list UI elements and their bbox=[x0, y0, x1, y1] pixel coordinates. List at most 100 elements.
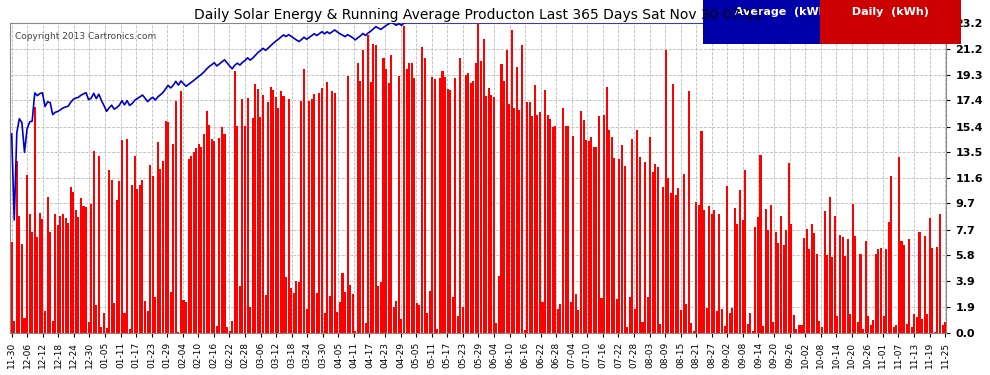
Bar bbox=[16, 161, 18, 333]
Bar bbox=[932, 248, 934, 333]
Bar bbox=[811, 224, 813, 333]
Bar bbox=[875, 254, 877, 333]
Bar bbox=[780, 216, 782, 333]
Bar bbox=[542, 302, 544, 333]
Bar bbox=[849, 314, 851, 333]
Bar bbox=[239, 286, 241, 333]
Bar bbox=[595, 147, 597, 333]
Bar bbox=[767, 230, 769, 333]
Bar bbox=[477, 23, 479, 333]
Bar bbox=[229, 331, 231, 333]
Bar bbox=[711, 213, 713, 333]
Bar bbox=[324, 313, 326, 333]
Bar bbox=[524, 330, 526, 333]
Bar bbox=[475, 63, 477, 333]
Bar bbox=[754, 226, 756, 333]
Bar bbox=[56, 225, 58, 333]
Bar bbox=[356, 63, 359, 333]
Bar bbox=[103, 313, 105, 333]
Bar bbox=[211, 140, 213, 333]
Bar bbox=[237, 126, 239, 333]
Bar bbox=[316, 293, 318, 333]
Bar bbox=[729, 313, 731, 333]
Bar bbox=[367, 35, 369, 333]
Bar bbox=[288, 99, 290, 333]
Bar bbox=[939, 214, 941, 333]
Bar bbox=[203, 134, 205, 333]
Bar bbox=[639, 157, 641, 333]
Bar bbox=[116, 200, 118, 333]
Bar bbox=[64, 218, 66, 333]
Bar bbox=[744, 170, 746, 333]
Bar bbox=[685, 304, 687, 333]
Bar bbox=[159, 169, 161, 333]
Bar bbox=[580, 111, 582, 333]
Bar bbox=[901, 242, 903, 333]
Bar bbox=[842, 237, 843, 333]
Bar bbox=[234, 71, 236, 333]
Bar bbox=[437, 329, 439, 333]
Bar bbox=[285, 277, 287, 333]
Bar bbox=[598, 116, 600, 333]
Bar bbox=[788, 163, 790, 333]
Bar bbox=[42, 219, 44, 333]
Bar bbox=[829, 197, 831, 333]
Bar bbox=[613, 158, 616, 333]
Bar bbox=[798, 325, 800, 333]
Bar bbox=[244, 126, 247, 333]
Bar bbox=[177, 332, 179, 333]
Bar bbox=[87, 322, 90, 333]
Bar bbox=[695, 202, 697, 333]
Bar bbox=[826, 255, 829, 333]
Bar bbox=[242, 99, 244, 333]
Bar bbox=[111, 180, 113, 333]
Bar bbox=[885, 249, 887, 333]
Bar bbox=[819, 321, 821, 333]
Bar bbox=[926, 314, 929, 333]
Bar bbox=[434, 79, 436, 333]
Bar bbox=[206, 111, 208, 333]
Bar bbox=[582, 120, 584, 333]
Bar bbox=[364, 323, 366, 333]
Bar bbox=[708, 206, 710, 333]
Bar bbox=[224, 134, 226, 333]
Bar bbox=[490, 95, 492, 333]
Bar bbox=[882, 316, 885, 333]
Bar bbox=[24, 318, 26, 333]
Bar bbox=[26, 175, 28, 333]
Bar bbox=[375, 45, 377, 333]
Bar bbox=[39, 213, 41, 333]
Bar bbox=[139, 184, 141, 333]
Bar bbox=[100, 327, 102, 333]
Bar bbox=[924, 236, 926, 333]
Bar bbox=[126, 139, 128, 333]
Bar bbox=[864, 242, 866, 333]
Bar bbox=[934, 332, 936, 333]
Bar bbox=[149, 165, 151, 333]
Bar bbox=[921, 319, 923, 333]
Bar bbox=[80, 198, 82, 333]
Bar bbox=[577, 310, 579, 333]
Bar bbox=[790, 224, 792, 333]
Bar bbox=[398, 76, 400, 333]
Bar bbox=[824, 211, 826, 333]
Bar bbox=[321, 88, 323, 333]
Bar bbox=[501, 64, 503, 333]
Bar bbox=[719, 214, 721, 333]
Bar bbox=[82, 206, 84, 333]
Bar bbox=[816, 254, 818, 333]
Bar bbox=[169, 292, 171, 333]
Bar bbox=[37, 237, 39, 333]
Bar bbox=[746, 324, 748, 333]
Bar bbox=[119, 180, 121, 333]
Bar bbox=[513, 108, 516, 333]
Bar bbox=[506, 50, 508, 333]
Bar bbox=[403, 26, 405, 333]
Bar bbox=[208, 125, 210, 333]
Bar bbox=[395, 301, 397, 333]
Bar bbox=[724, 326, 726, 333]
Bar bbox=[888, 222, 890, 333]
Bar bbox=[511, 30, 513, 333]
Bar bbox=[495, 323, 497, 333]
Bar bbox=[680, 310, 682, 333]
